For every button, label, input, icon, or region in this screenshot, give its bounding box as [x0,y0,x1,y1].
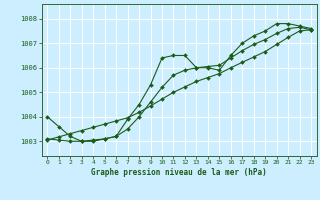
X-axis label: Graphe pression niveau de la mer (hPa): Graphe pression niveau de la mer (hPa) [91,168,267,177]
